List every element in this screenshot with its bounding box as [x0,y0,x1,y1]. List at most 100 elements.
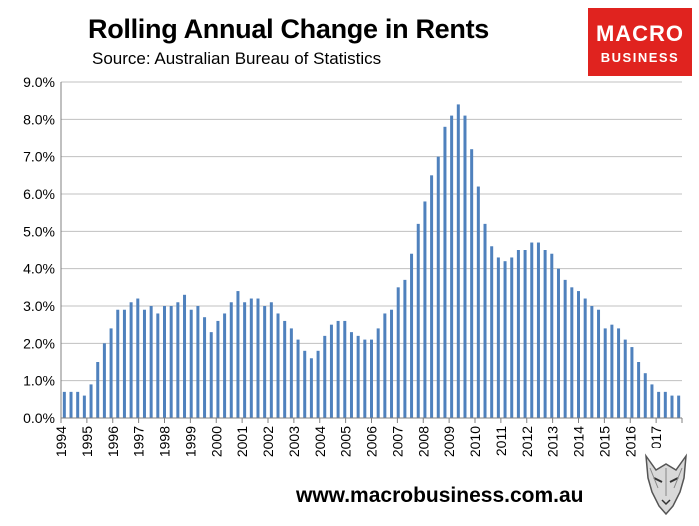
wolf-mascot-icon [640,448,692,520]
x-tick-label: 2010 [467,426,483,457]
x-tick-label: 2000 [208,426,224,457]
bar [349,332,353,418]
bar [410,253,414,418]
bar [503,261,507,418]
bar [563,279,567,418]
bar [129,302,133,418]
bar [657,391,661,418]
bar [203,317,207,418]
bar [630,347,634,418]
bar [163,306,166,418]
bar [423,201,427,418]
y-tick-label: 9.0% [23,74,55,90]
bar [62,391,66,418]
bar [303,350,307,418]
y-tick-label: 8.0% [23,111,55,127]
bar [336,320,340,418]
bar [536,242,540,418]
bar [556,268,560,418]
bar [229,302,233,418]
bar [329,324,333,418]
bar [396,287,400,418]
bar [269,302,273,418]
chart-title: Rolling Annual Change in Rents [88,14,489,44]
bar [209,332,213,418]
x-tick-label: 2014 [571,426,587,457]
bar [550,253,554,418]
x-tick-label: 2016 [622,426,638,457]
bar [597,309,601,418]
bar [523,250,527,418]
bar [383,313,387,418]
x-tick-label: 1998 [157,426,173,457]
bar [309,358,313,418]
bar [450,115,454,418]
bar [543,250,547,418]
bar [570,287,574,418]
bar [116,309,120,418]
y-tick-label: 4.0% [23,261,55,277]
bar [256,298,260,418]
chart-subtitle: Source: Australian Bureau of Statistics [92,49,382,68]
x-tick-label: 2011 [493,426,509,456]
y-tick-label: 3.0% [23,298,55,314]
bar [76,391,80,418]
bar [610,324,614,418]
bar [590,306,594,418]
bar [276,313,280,418]
bar [637,362,641,418]
bar [376,328,380,418]
bar [650,384,654,418]
footer-website-url: www.macrobusiness.com.au [296,484,584,507]
x-tick-label: 1996 [105,426,121,457]
bar [510,257,514,418]
bar [456,104,460,419]
bar [109,328,113,418]
bar [476,186,480,418]
bar [196,306,200,418]
bar [176,302,180,418]
bar [82,395,86,418]
x-tick-label: 2012 [519,426,535,457]
x-tick-label: 2009 [441,426,457,457]
bar [122,309,126,418]
y-tick-label: 7.0% [23,149,55,165]
bar [216,320,220,418]
bar [283,320,287,418]
bar [577,291,580,418]
bar [483,223,487,418]
bar [189,309,193,418]
bar [583,298,587,418]
x-tick-label: 2001 [234,426,250,457]
bar [436,156,440,419]
bar [169,306,173,418]
bar [677,395,681,418]
bar [156,313,160,418]
bar [663,391,667,418]
bar [496,257,500,418]
bar [316,350,320,418]
bar [289,328,293,418]
bar [363,339,367,418]
bar [223,313,227,418]
bar [236,291,240,418]
bar [463,115,467,418]
bar [623,339,627,418]
x-tick-label: 2002 [260,426,276,457]
bar [343,320,347,418]
x-tick-label: 2007 [389,426,405,457]
bar [603,328,607,418]
x-tick-label: 2005 [338,426,354,457]
x-tick-label: 1995 [79,426,95,457]
bar [96,362,100,418]
y-tick-label: 2.0% [23,335,55,351]
bar [296,339,300,418]
bar [136,298,140,418]
bar [670,395,674,418]
y-tick-label: 1.0% [23,373,55,389]
bar [643,373,647,418]
bar [149,306,153,418]
bar [183,294,187,418]
x-tick-label: 2004 [312,426,328,457]
